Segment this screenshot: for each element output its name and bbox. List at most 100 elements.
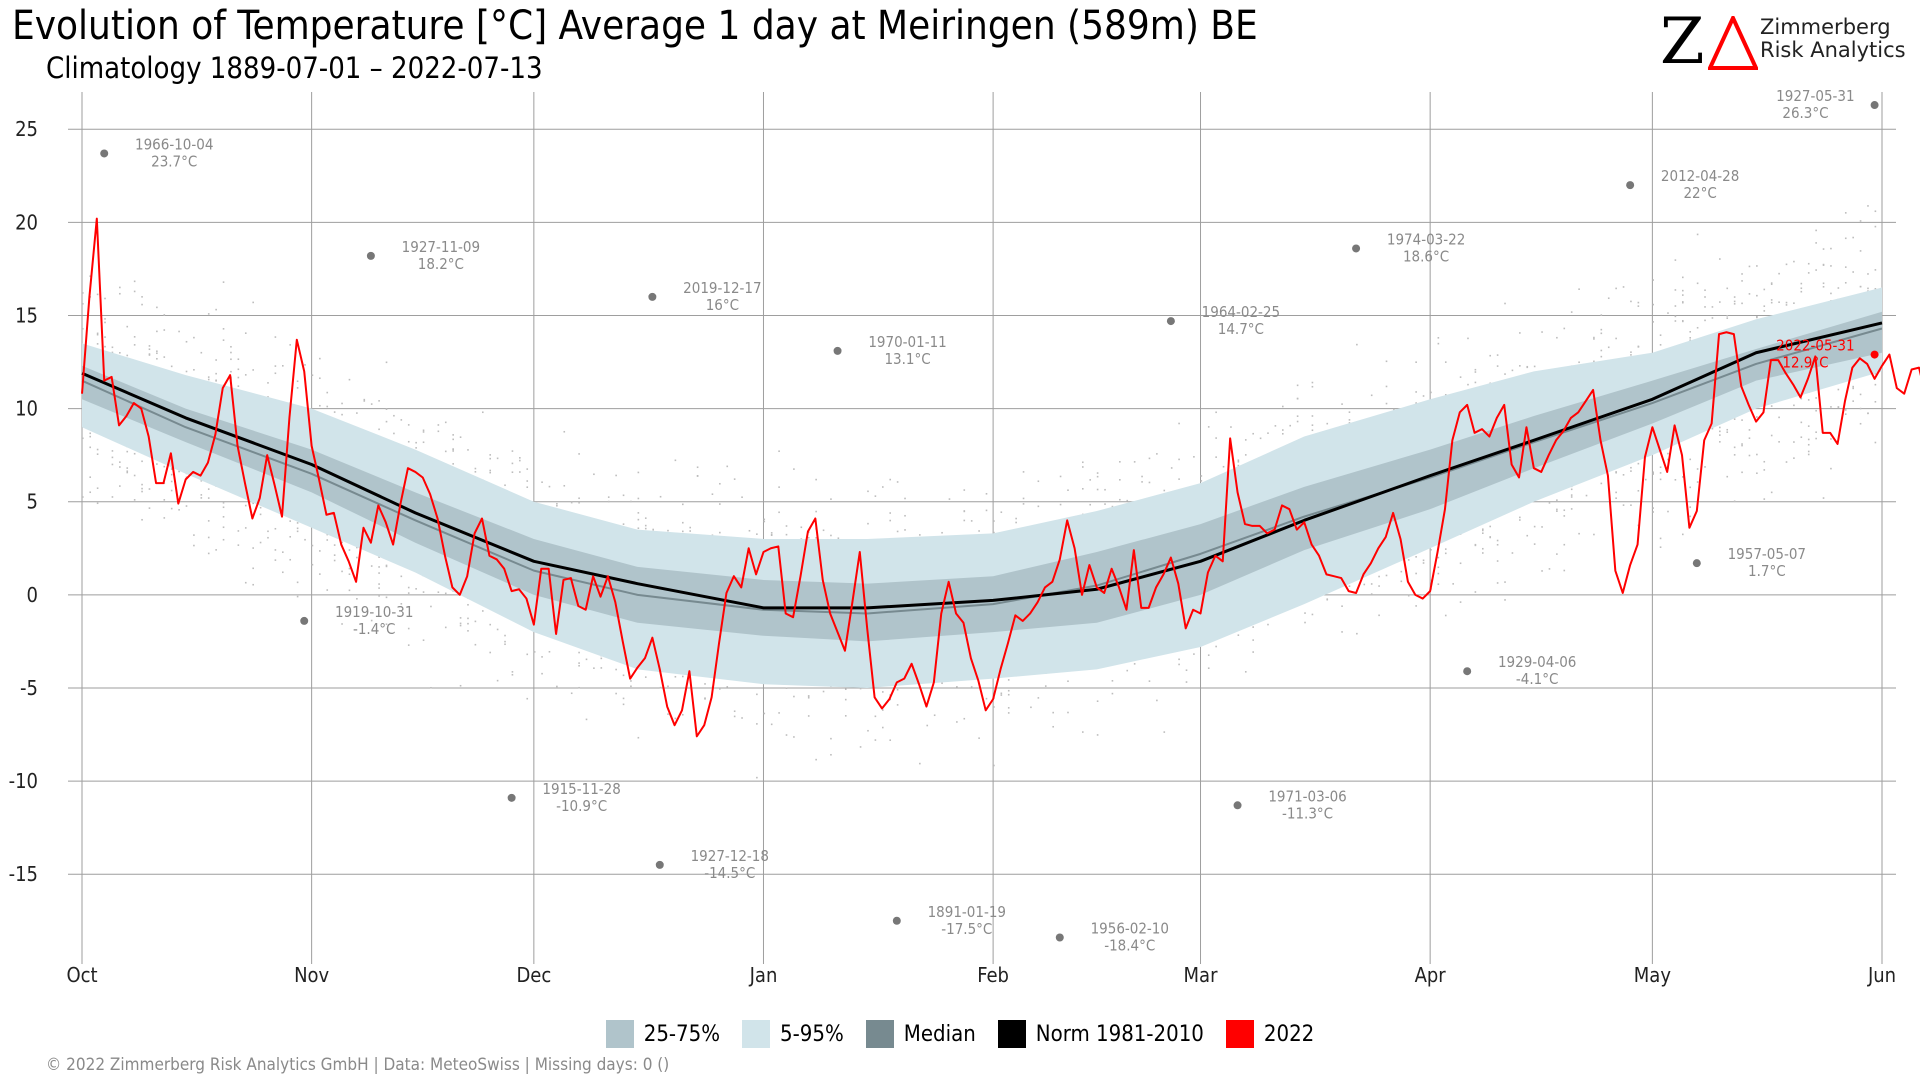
history-dot [126,467,129,469]
history-dot [882,709,884,711]
history-dot [630,685,632,688]
logo-triangle-icon [1708,16,1758,70]
history-dot [1578,532,1580,535]
history-dot [126,325,129,328]
history-dot [541,481,543,484]
history-dot [467,449,469,451]
history-dot [1696,233,1699,236]
history-dot [1415,572,1417,575]
history-dot [993,706,995,708]
history-dot [1326,598,1329,601]
history-dot [1852,387,1854,390]
history-dot [148,345,151,347]
history-dot [1830,265,1832,267]
history-dot [1815,409,1817,412]
history-dot [1807,453,1810,456]
history-dot [348,549,351,551]
history-dot [1867,273,1869,275]
history-dot [1282,432,1284,435]
history-dot [1593,360,1595,363]
history-dot [363,400,366,402]
history-dot [600,657,603,660]
history-dot [1674,320,1677,322]
history-dot [163,465,166,468]
history-dot [126,354,129,357]
history-dot [1467,337,1469,340]
history-dot [215,549,217,551]
history-dot [407,592,410,594]
history-dot [1793,260,1795,263]
history-dot [1815,242,1817,244]
history-dot [348,573,351,576]
history-dot [467,622,469,625]
history-dot [1519,365,1521,367]
history-dot [896,704,899,706]
history-dot [1437,572,1440,575]
history-dot [163,314,166,316]
history-dot [1415,361,1417,363]
history-dot [393,414,395,417]
history-dot [785,533,788,536]
history-dot [474,620,477,623]
history-dot [141,490,143,493]
history-dot [82,292,84,294]
legend-label: 25-75% [643,1021,721,1047]
history-dot [1733,454,1736,456]
history-dot [1630,470,1632,472]
history-dot [1807,262,1810,265]
history-dot [489,454,492,456]
history-dot [348,567,351,570]
history-dot [207,552,210,555]
record-date-label: 1927-05-31 [1776,87,1854,105]
legend-item: 25-75% [605,1020,721,1048]
history-dot [333,411,336,413]
logo-text: Zimmerberg Risk Analytics [1760,16,1906,62]
history-dot [1844,237,1847,240]
history-dot [1756,472,1758,475]
legend-item: Norm 1981-2010 [997,1020,1204,1048]
history-dot [548,650,551,653]
record-date-label: 2012-04-28 [1661,167,1739,185]
history-dot [141,483,143,486]
history-dot [1304,612,1306,614]
history-dot [622,494,625,497]
history-dot [563,484,566,487]
history-dot [1311,429,1314,432]
history-dot [119,466,121,468]
history-dot [1815,397,1817,399]
legend-swatch [997,1020,1026,1048]
history-dot [289,344,292,346]
history-dot [793,736,795,738]
history-dot [993,531,995,534]
history-dot [1156,453,1158,455]
history-dot [452,434,454,436]
history-dot [1082,461,1084,464]
history-dot [1733,300,1736,303]
record-dot [300,616,309,625]
history-dot [1830,467,1832,470]
history-dot [637,527,640,530]
history-dot [163,499,166,501]
history-dot [1022,503,1025,505]
history-dot [1393,408,1395,411]
history-dot [1044,685,1047,687]
history-dot [896,530,899,533]
history-dot [333,554,336,556]
history-dot [496,457,499,460]
history-dot [1748,265,1751,268]
history-dot [385,420,388,423]
history-dot [1630,351,1632,353]
history-dot [348,378,351,381]
history-dot [333,544,336,546]
history-dot [667,713,669,715]
history-dot [148,507,151,509]
history-dot [1867,205,1869,207]
history-dot [274,365,277,367]
history-dot [89,432,92,435]
y-tick-label: -15 [9,862,38,886]
history-dot [89,476,92,478]
history-dot [1185,681,1188,683]
x-tick-label: May [1634,963,1672,987]
history-dot [1682,276,1684,279]
history-dot [867,490,869,493]
